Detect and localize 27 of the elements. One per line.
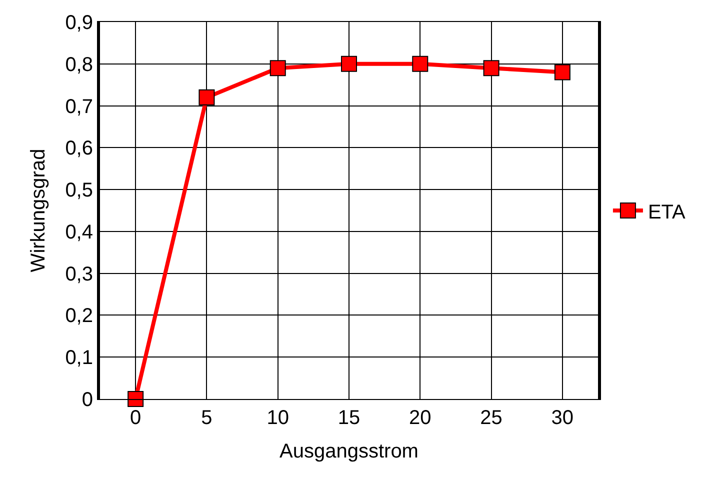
point — [128, 391, 144, 407]
x-tick-label: 0 — [130, 407, 142, 429]
point — [198, 89, 215, 106]
x-tick-label: 25 — [480, 407, 502, 429]
y-tick-label: 0,8 — [65, 54, 93, 76]
y-tick-label: 0,1 — [65, 347, 93, 370]
y-tick-label: 0,2 — [65, 305, 93, 328]
point — [412, 56, 428, 72]
x-tick-label: 5 — [201, 407, 212, 429]
y-tick-label: 0,3 — [65, 263, 93, 286]
y-tick-label: 0,4 — [65, 221, 93, 244]
x-tick-label: 20 — [409, 407, 432, 429]
y-axis-title: Wirkungsgrad — [28, 148, 50, 272]
point — [554, 64, 570, 80]
legend-label: ETA — [648, 201, 686, 224]
y-tick-label: 0,7 — [65, 96, 93, 118]
x-tick-label: 15 — [338, 407, 360, 429]
point — [341, 56, 357, 72]
point — [483, 60, 500, 76]
y-tick-label: 0,6 — [65, 138, 93, 160]
y-tick-label: 0,5 — [65, 180, 93, 202]
y-tick-label: 0 — [82, 389, 93, 411]
x-tick-label: 30 — [551, 407, 574, 429]
y-tick-label: 0,9 — [65, 12, 93, 34]
x-axis-title: Ausgangsstrom — [280, 440, 418, 462]
point — [270, 60, 286, 76]
x-tick-label: 10 — [266, 407, 289, 429]
